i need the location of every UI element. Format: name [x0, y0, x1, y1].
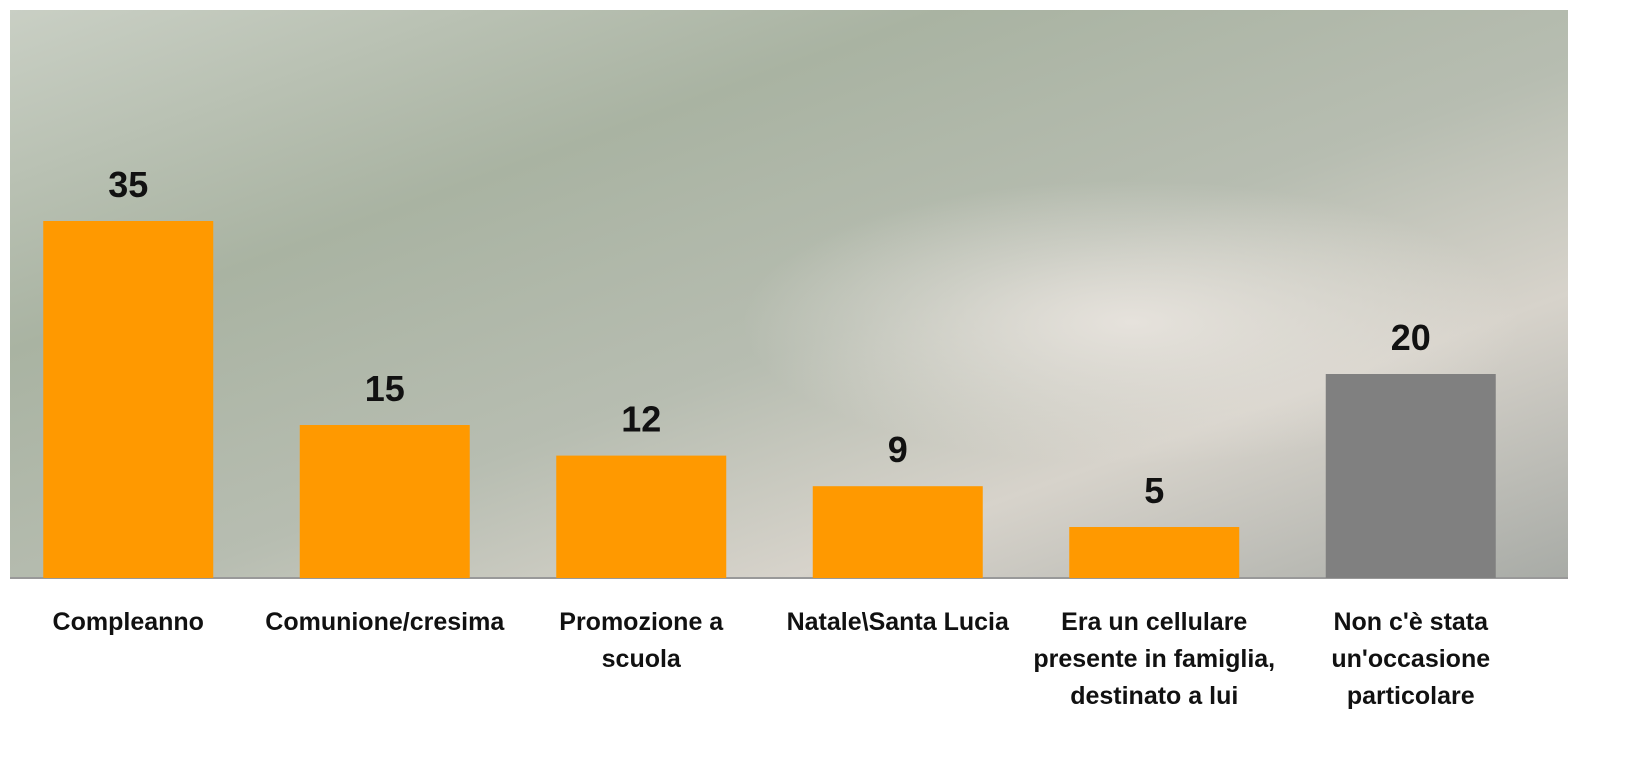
bar: [1325, 374, 1496, 578]
category-label: Natale\Santa Lucia: [786, 608, 1009, 636]
category-label: Non c'è stata un'occasione particolare: [1331, 608, 1491, 710]
bar: [812, 486, 983, 578]
value-label: 15: [365, 368, 405, 409]
value-label: 12: [621, 399, 661, 440]
bar: [1069, 527, 1240, 578]
bar: [556, 455, 727, 578]
bar: [299, 425, 470, 578]
background-photo-highlight: [10, 10, 1568, 578]
value-label: 20: [1391, 317, 1431, 358]
value-label: 5: [1144, 470, 1164, 511]
category-label: Era un cellulare presente in famiglia, d…: [1033, 608, 1276, 710]
value-label: 35: [108, 164, 148, 205]
category-label: Compleanno: [52, 608, 204, 636]
category-label: Comunione/cresima: [265, 608, 505, 636]
bar: [43, 221, 214, 578]
value-label: 9: [888, 429, 908, 470]
category-label: Promozione a scuola: [559, 608, 724, 673]
chart: 35 15 12 9 5 20: [10, 10, 1568, 579]
